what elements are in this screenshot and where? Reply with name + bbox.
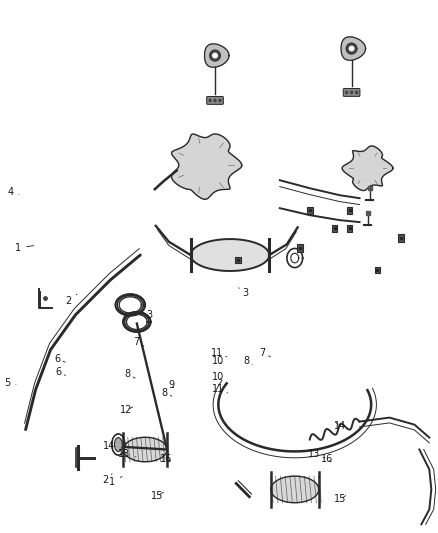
Text: 9: 9 <box>168 379 174 390</box>
Text: 7: 7 <box>133 337 144 347</box>
Polygon shape <box>210 50 220 61</box>
Text: 6: 6 <box>54 354 65 364</box>
Text: 15: 15 <box>151 491 163 501</box>
Polygon shape <box>191 239 269 271</box>
Text: 3: 3 <box>239 288 248 298</box>
Polygon shape <box>172 134 242 199</box>
Text: 1: 1 <box>15 243 34 253</box>
Text: 15: 15 <box>334 494 346 504</box>
Ellipse shape <box>114 438 122 451</box>
Ellipse shape <box>219 99 221 102</box>
Text: 14: 14 <box>103 441 121 451</box>
Polygon shape <box>235 256 241 263</box>
Polygon shape <box>332 224 337 231</box>
Polygon shape <box>347 207 353 214</box>
Text: 6: 6 <box>55 367 65 377</box>
Polygon shape <box>347 224 353 231</box>
Text: 11: 11 <box>212 384 228 394</box>
Ellipse shape <box>214 99 216 102</box>
Polygon shape <box>350 46 354 51</box>
Text: 8: 8 <box>243 356 252 366</box>
Text: 7: 7 <box>260 348 271 358</box>
Text: 16: 16 <box>321 454 333 464</box>
Text: 8: 8 <box>161 388 172 398</box>
Polygon shape <box>205 44 229 67</box>
Text: 12: 12 <box>120 405 133 415</box>
Polygon shape <box>399 235 404 242</box>
Polygon shape <box>271 476 319 503</box>
Text: 10: 10 <box>212 356 224 366</box>
Ellipse shape <box>346 91 348 94</box>
Text: 14: 14 <box>334 421 346 431</box>
Ellipse shape <box>350 91 353 94</box>
Text: 16: 16 <box>159 454 172 464</box>
Polygon shape <box>213 53 217 58</box>
Text: 4: 4 <box>7 187 19 197</box>
FancyBboxPatch shape <box>207 96 223 104</box>
Text: 3: 3 <box>141 310 152 320</box>
Ellipse shape <box>355 91 358 94</box>
Polygon shape <box>342 146 393 190</box>
FancyBboxPatch shape <box>343 88 360 96</box>
Text: 2: 2 <box>65 294 77 306</box>
Text: 11: 11 <box>211 348 227 358</box>
Polygon shape <box>341 37 366 60</box>
Text: 13: 13 <box>308 449 325 458</box>
Text: 13: 13 <box>118 449 136 458</box>
Polygon shape <box>297 244 303 252</box>
Text: 1: 1 <box>109 477 122 487</box>
Polygon shape <box>307 207 313 214</box>
Text: 10: 10 <box>212 372 224 382</box>
Ellipse shape <box>209 99 211 102</box>
Polygon shape <box>374 266 380 273</box>
Polygon shape <box>346 43 357 54</box>
Polygon shape <box>124 437 167 462</box>
Text: 8: 8 <box>124 369 135 379</box>
Text: 2: 2 <box>102 474 112 485</box>
Text: 5: 5 <box>4 378 16 389</box>
